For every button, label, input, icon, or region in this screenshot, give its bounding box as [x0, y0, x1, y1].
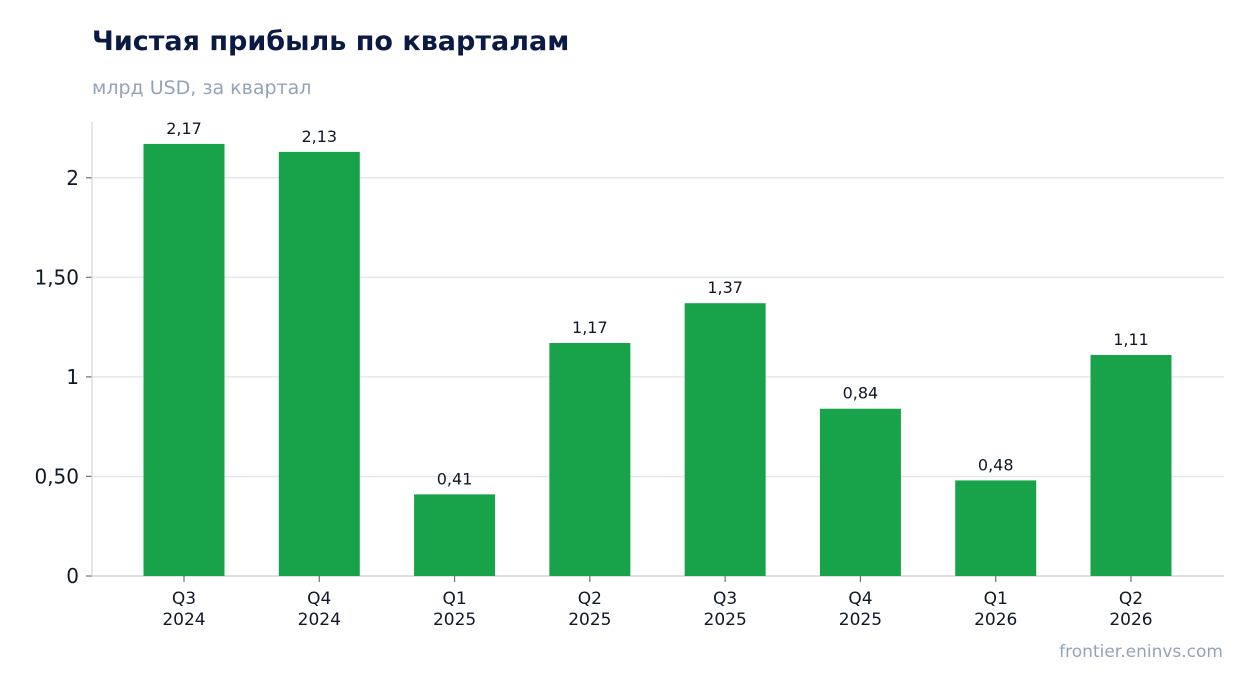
bar — [684, 303, 766, 576]
bar — [549, 343, 631, 576]
x-tick-label-quarter: Q2 — [1119, 589, 1143, 609]
bar — [819, 408, 901, 576]
x-tick-label-year: 2026 — [1109, 610, 1152, 630]
bar-value-label: 2,17 — [166, 119, 202, 138]
bar — [414, 494, 496, 576]
bar-value-label: 2,13 — [301, 127, 337, 146]
x-tick-label-year: 2025 — [568, 610, 611, 630]
bar — [1090, 354, 1172, 576]
bar-value-label: 1,37 — [707, 278, 743, 297]
x-tick-label-quarter: Q4 — [848, 589, 872, 609]
bar — [278, 151, 360, 577]
y-tick-label: 0,50 — [34, 464, 79, 488]
y-tick-label: 0 — [66, 564, 79, 588]
data-labels: 2,17 2,13 0,41 1,17 1,37 0,84 0,48 1,11 — [166, 119, 1149, 488]
x-tick-label-quarter: Q2 — [578, 589, 602, 609]
x-tick-label-year: 2024 — [298, 610, 341, 630]
bar-value-label: 1,17 — [572, 318, 608, 337]
x-tick-label-quarter: Q1 — [984, 589, 1008, 609]
x-tick-label-year: 2025 — [433, 610, 476, 630]
y-tick-label: 2 — [66, 166, 79, 190]
x-tick-label-quarter: Q3 — [172, 589, 196, 609]
bar-value-label: 0,48 — [978, 455, 1014, 474]
x-tick-labels: Q32024Q42024Q12025Q22025Q32025Q42025Q120… — [162, 589, 1152, 630]
bar-value-label: 1,11 — [1113, 330, 1149, 349]
x-tick-label-quarter: Q4 — [307, 589, 331, 609]
bar — [143, 143, 225, 576]
chart-subtitle: млрд USD, за квартал — [92, 77, 312, 99]
bar-value-label: 0,84 — [843, 384, 879, 403]
axes — [86, 122, 1224, 582]
x-tick-label-year: 2025 — [839, 610, 882, 630]
y-tick-label: 1,50 — [34, 265, 79, 289]
gridlines — [92, 177, 1224, 478]
source-credit: frontier.eninvs.com — [1059, 642, 1223, 662]
bar — [955, 480, 1037, 576]
x-tick-label-year: 2026 — [974, 610, 1017, 630]
bars — [143, 143, 1172, 577]
x-tick-label-year: 2024 — [162, 610, 205, 630]
y-tick-label: 1 — [66, 365, 79, 389]
x-tick-label-quarter: Q3 — [713, 589, 737, 609]
y-tick-labels: 0 0,50 1 1,50 2 — [34, 166, 79, 588]
chart-title: Чистая прибыль по кварталам — [92, 26, 570, 57]
x-tick-label-year: 2025 — [704, 610, 747, 630]
bar-value-label: 0,41 — [437, 469, 473, 488]
x-tick-label-quarter: Q1 — [442, 589, 466, 609]
